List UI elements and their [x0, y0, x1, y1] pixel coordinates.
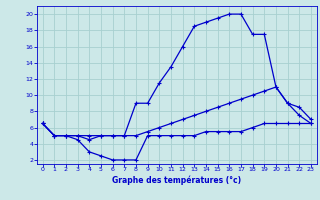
X-axis label: Graphe des températures (°c): Graphe des températures (°c)	[112, 175, 241, 185]
